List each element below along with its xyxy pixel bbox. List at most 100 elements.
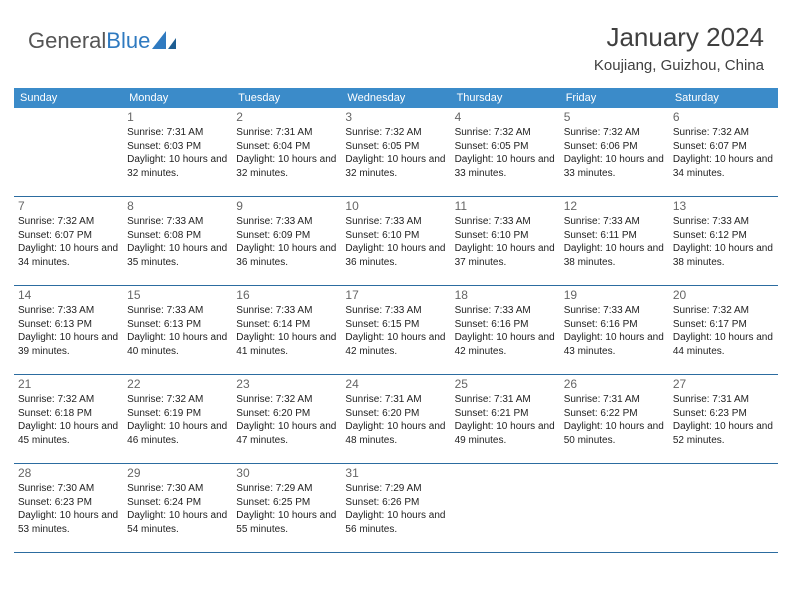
day-number: 8 <box>127 199 228 213</box>
weekday-header-cell: Monday <box>123 88 232 108</box>
calendar-day-cell: 20 Sunrise: 7:32 AMSunset: 6:17 PMDayligh… <box>669 286 778 374</box>
day-sun-info: Sunrise: 7:32 AMSunset: 6:18 PMDaylight:… <box>18 393 119 447</box>
calendar-day-cell: 6 Sunrise: 7:32 AMSunset: 6:07 PMDaylight… <box>669 108 778 196</box>
calendar-day-cell: 11Sunrise: 7:33 AMSunset: 6:10 PMDayligh… <box>451 197 560 285</box>
day-number: 23 <box>236 377 337 391</box>
calendar-day-cell: 3 Sunrise: 7:32 AMSunset: 6:05 PMDaylight… <box>341 108 450 196</box>
calendar-day-cell: 23Sunrise: 7:32 AMSunset: 6:20 PMDayligh… <box>232 375 341 463</box>
calendar-day-cell: 16 Sunrise: 7:33 AMSunset: 6:14 PMDayligh… <box>232 286 341 374</box>
calendar-day-cell: 31Sunrise: 7:29 AMSunset: 6:26 PMDayligh… <box>341 464 450 552</box>
day-number: 26 <box>564 377 665 391</box>
day-number: 12 <box>564 199 665 213</box>
calendar-grid: SundayMondayTuesdayWednesdayThursdayFrid… <box>14 88 778 553</box>
calendar-day-cell: 30 Sunrise: 7:29 AMSunset: 6:25 PMDayligh… <box>232 464 341 552</box>
calendar-day-cell: 13 Sunrise: 7:33 AMSunset: 6:12 PMDayligh… <box>669 197 778 285</box>
day-sun-info: Sunrise: 7:31 AMSunset: 6:21 PMDaylight:… <box>455 393 556 447</box>
calendar-day-cell: 8Sunrise: 7:33 AMSunset: 6:08 PMDaylight… <box>123 197 232 285</box>
calendar-day-cell: 14Sunrise: 7:33 AMSunset: 6:13 PMDayligh… <box>14 286 123 374</box>
calendar-week-row: 28Sunrise: 7:30 AMSunset: 6:23 PMDayligh… <box>14 464 778 553</box>
calendar-week-row: 14Sunrise: 7:33 AMSunset: 6:13 PMDayligh… <box>14 286 778 375</box>
day-number: 27 <box>673 377 774 391</box>
day-sun-info: Sunrise: 7:33 AMSunset: 6:15 PMDaylight:… <box>345 304 446 358</box>
day-number: 22 <box>127 377 228 391</box>
day-sun-info: Sunrise: 7:33 AMSunset: 6:16 PMDaylight:… <box>564 304 665 358</box>
day-number: 14 <box>18 288 119 302</box>
day-number: 31 <box>345 466 446 480</box>
day-sun-info: Sunrise: 7:29 AMSunset: 6:25 PMDaylight:… <box>236 482 337 536</box>
weekday-header-cell: Wednesday <box>341 88 450 108</box>
day-number: 3 <box>345 110 446 124</box>
day-number: 19 <box>564 288 665 302</box>
day-sun-info: Sunrise: 7:32 AMSunset: 6:17 PMDaylight:… <box>673 304 774 358</box>
weekday-header-cell: Friday <box>560 88 669 108</box>
day-sun-info: Sunrise: 7:31 AMSunset: 6:22 PMDaylight:… <box>564 393 665 447</box>
day-number: 24 <box>345 377 446 391</box>
calendar-week-row: 1 Sunrise: 7:31 AMSunset: 6:03 PMDaylight… <box>14 108 778 197</box>
month-title: January 2024 <box>594 22 764 53</box>
day-number: 21 <box>18 377 119 391</box>
calendar-day-cell: 26 Sunrise: 7:31 AMSunset: 6:22 PMDayligh… <box>560 375 669 463</box>
calendar-day-cell: 21 Sunrise: 7:32 AMSunset: 6:18 PMDayligh… <box>14 375 123 463</box>
calendar-day-cell: 4 Sunrise: 7:32 AMSunset: 6:05 PMDaylight… <box>451 108 560 196</box>
calendar-day-cell: 2Sunrise: 7:31 AMSunset: 6:04 PMDaylight… <box>232 108 341 196</box>
calendar-day-cell <box>14 108 123 196</box>
calendar-day-cell: 28Sunrise: 7:30 AMSunset: 6:23 PMDayligh… <box>14 464 123 552</box>
calendar-day-cell <box>669 464 778 552</box>
logo-text-part1: General <box>28 28 106 54</box>
day-number: 10 <box>345 199 446 213</box>
weekday-header-row: SundayMondayTuesdayWednesdayThursdayFrid… <box>14 88 778 108</box>
day-sun-info: Sunrise: 7:33 AMSunset: 6:16 PMDaylight:… <box>455 304 556 358</box>
calendar-day-cell: 24 Sunrise: 7:31 AMSunset: 6:20 PMDayligh… <box>341 375 450 463</box>
day-number: 25 <box>455 377 556 391</box>
day-sun-info: Sunrise: 7:32 AMSunset: 6:06 PMDaylight:… <box>564 126 665 180</box>
day-sun-info: Sunrise: 7:33 AMSunset: 6:11 PMDaylight:… <box>564 215 665 269</box>
day-sun-info: Sunrise: 7:32 AMSunset: 6:07 PMDaylight:… <box>673 126 774 180</box>
day-number: 1 <box>127 110 228 124</box>
day-number: 17 <box>345 288 446 302</box>
day-number: 18 <box>455 288 556 302</box>
day-number: 15 <box>127 288 228 302</box>
day-sun-info: Sunrise: 7:32 AMSunset: 6:07 PMDaylight:… <box>18 215 119 269</box>
calendar-day-cell: 9 Sunrise: 7:33 AMSunset: 6:09 PMDaylight… <box>232 197 341 285</box>
day-sun-info: Sunrise: 7:30 AMSunset: 6:24 PMDaylight:… <box>127 482 228 536</box>
calendar-week-row: 21 Sunrise: 7:32 AMSunset: 6:18 PMDayligh… <box>14 375 778 464</box>
weekday-header-cell: Thursday <box>451 88 560 108</box>
day-sun-info: Sunrise: 7:31 AMSunset: 6:20 PMDaylight:… <box>345 393 446 447</box>
calendar-day-cell: 12 Sunrise: 7:33 AMSunset: 6:11 PMDayligh… <box>560 197 669 285</box>
day-sun-info: Sunrise: 7:33 AMSunset: 6:09 PMDaylight:… <box>236 215 337 269</box>
day-sun-info: Sunrise: 7:32 AMSunset: 6:05 PMDaylight:… <box>345 126 446 180</box>
day-number: 6 <box>673 110 774 124</box>
weekday-header-cell: Saturday <box>669 88 778 108</box>
day-sun-info: Sunrise: 7:30 AMSunset: 6:23 PMDaylight:… <box>18 482 119 536</box>
day-sun-info: Sunrise: 7:31 AMSunset: 6:23 PMDaylight:… <box>673 393 774 447</box>
calendar-day-cell: 27 Sunrise: 7:31 AMSunset: 6:23 PMDayligh… <box>669 375 778 463</box>
day-sun-info: Sunrise: 7:31 AMSunset: 6:04 PMDaylight:… <box>236 126 337 180</box>
location-text: Koujiang, Guizhou, China <box>594 57 764 74</box>
day-sun-info: Sunrise: 7:31 AMSunset: 6:03 PMDaylight:… <box>127 126 228 180</box>
calendar-day-cell <box>560 464 669 552</box>
calendar-day-cell: 19 Sunrise: 7:33 AMSunset: 6:16 PMDayligh… <box>560 286 669 374</box>
calendar-day-cell: 17 Sunrise: 7:33 AMSunset: 6:15 PMDayligh… <box>341 286 450 374</box>
calendar-day-cell: 10Sunrise: 7:33 AMSunset: 6:10 PMDayligh… <box>341 197 450 285</box>
logo-sail-icon <box>152 31 178 51</box>
calendar-day-cell: 22 Sunrise: 7:32 AMSunset: 6:19 PMDayligh… <box>123 375 232 463</box>
day-sun-info: Sunrise: 7:32 AMSunset: 6:05 PMDaylight:… <box>455 126 556 180</box>
calendar-day-cell: 25 Sunrise: 7:31 AMSunset: 6:21 PMDayligh… <box>451 375 560 463</box>
calendar-day-cell: 29Sunrise: 7:30 AMSunset: 6:24 PMDayligh… <box>123 464 232 552</box>
title-block: January 2024 Koujiang, Guizhou, China <box>594 22 764 74</box>
calendar-day-cell: 5 Sunrise: 7:32 AMSunset: 6:06 PMDaylight… <box>560 108 669 196</box>
day-number: 20 <box>673 288 774 302</box>
calendar-week-row: 7Sunrise: 7:32 AMSunset: 6:07 PMDaylight… <box>14 197 778 286</box>
day-number: 5 <box>564 110 665 124</box>
weekday-header-cell: Tuesday <box>232 88 341 108</box>
day-sun-info: Sunrise: 7:33 AMSunset: 6:12 PMDaylight:… <box>673 215 774 269</box>
day-number: 13 <box>673 199 774 213</box>
day-number: 4 <box>455 110 556 124</box>
day-sun-info: Sunrise: 7:33 AMSunset: 6:14 PMDaylight:… <box>236 304 337 358</box>
day-number: 16 <box>236 288 337 302</box>
day-sun-info: Sunrise: 7:32 AMSunset: 6:19 PMDaylight:… <box>127 393 228 447</box>
day-sun-info: Sunrise: 7:33 AMSunset: 6:10 PMDaylight:… <box>455 215 556 269</box>
day-number: 9 <box>236 199 337 213</box>
day-number: 30 <box>236 466 337 480</box>
calendar-day-cell: 7Sunrise: 7:32 AMSunset: 6:07 PMDaylight… <box>14 197 123 285</box>
